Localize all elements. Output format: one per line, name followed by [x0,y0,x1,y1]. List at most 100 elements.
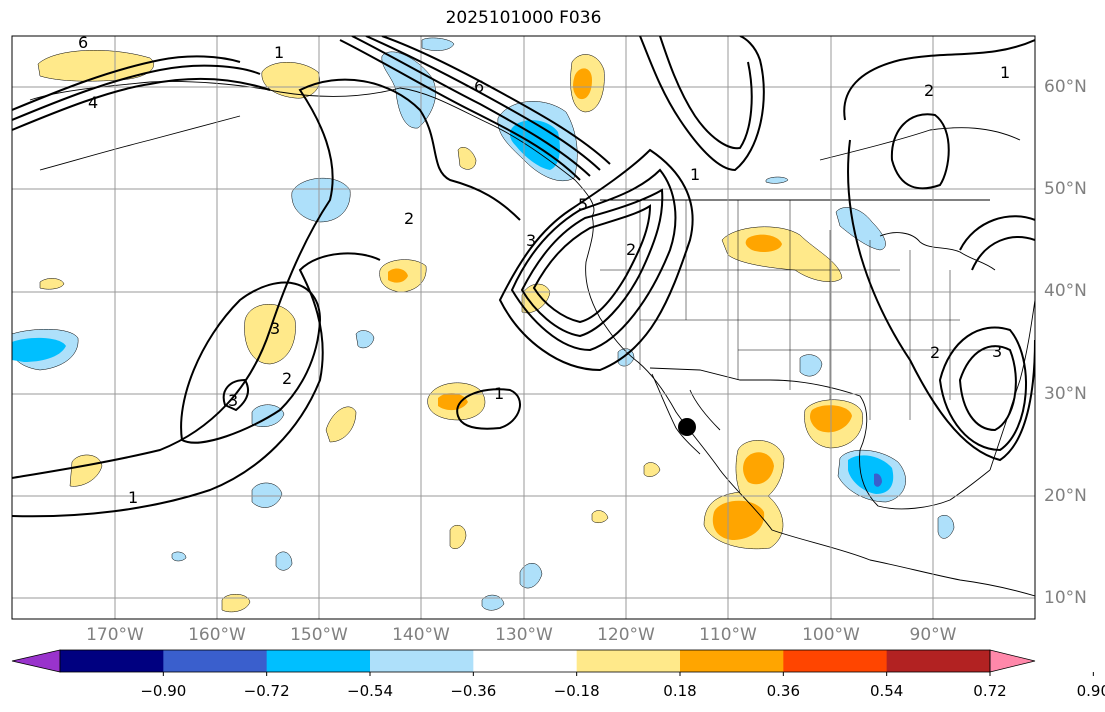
ridge-contours [639,36,765,172]
negative-anomaly-area [937,515,955,539]
latitude-label: 30°N [1044,384,1087,404]
colorbar-tick-label: −0.90 [140,682,187,700]
jet-contours [351,36,591,177]
contour-label: 2 [404,209,414,228]
contour-label: 3 [270,319,280,338]
colorbar-tick-label: 0.72 [973,682,1007,700]
east-low-contour [971,236,1035,271]
negative-anomaly-area [251,482,283,508]
jet-contours [365,36,601,171]
latitude-label: 60°N [1044,77,1087,97]
latitude-label: 20°N [1044,486,1087,506]
contour-label: 2 [924,81,934,100]
east-low-contour [843,39,1035,121]
longitude-label: 110°W [699,625,757,645]
negative-anomaly-area [275,551,293,571]
negative-anomaly-area [481,594,505,611]
contour-label: 3 [228,391,238,410]
contour-3-low [222,378,249,412]
map-frame [11,35,1036,620]
state-borders [600,200,1000,420]
negative-anomaly-area [355,330,375,349]
colorbar-segments [11,649,1036,673]
colorbar-tick-label: −0.54 [347,682,393,700]
graticule [12,36,1035,619]
contour-label: 1 [128,488,138,507]
ridge-contours [659,36,753,150]
negative-anomaly-area [171,551,187,562]
us-mexico-border [649,367,770,381]
jet-contours [339,39,581,181]
longitude-label: 150°W [290,625,348,645]
west-coast [585,215,1035,597]
latitude-label: 10°N [1044,588,1087,608]
contour-label: 1 [690,165,700,184]
positive-anomaly-area [591,510,609,523]
latitude-label: 50°N [1044,179,1087,199]
longitude-label: 140°W [392,625,450,645]
contour-1-midlat [456,388,521,430]
trough-contour-1 [498,148,694,372]
colorbar-tick-label: −0.36 [450,682,497,700]
longitude-label: 90°W [909,625,957,645]
negative-anomaly-strong [874,473,882,487]
negative-anomaly-area [765,176,789,184]
positive-anomaly-core [573,68,592,100]
colorbar-segment [163,650,268,672]
colorbar-outline [59,649,991,673]
positive-anomaly-area [457,147,477,170]
longitude-label: 120°W [597,625,655,645]
longitude-label: 160°W [188,625,246,645]
contour-label: 5 [578,195,588,214]
positive-anomaly-core [743,452,774,485]
longitude-label: 100°W [802,625,860,645]
positive-anomaly-area [449,524,467,549]
map-panel: 1 1 1 1 1 2 2 2 2 2 3 3 3 3 4 5 6 6 [11,33,1036,620]
map-title: 2025101000 F036 [445,8,602,28]
alaska-low-contours [12,77,271,131]
contour-label: 6 [78,33,88,52]
colorbar-segment [370,650,474,672]
contour-label: 1 [494,384,504,403]
east-low-contour [938,326,1027,452]
east-low-contour [958,345,1017,432]
colorbar-extend-max [989,649,1036,673]
colorbar-segment [266,650,371,672]
contour-label: 3 [526,231,536,250]
contour-label: 3 [992,342,1002,361]
positive-anomaly-area [643,462,661,477]
positive-anomaly-area [39,278,65,290]
contour-label-group: 1 1 1 1 1 2 2 2 2 2 3 3 3 3 4 5 6 6 [78,33,1010,507]
negative-anomaly-core [12,337,66,362]
contour-label: 6 [474,77,484,96]
trough-contour-4 [532,204,652,324]
positive-anomaly-core [712,500,765,540]
contour-label: 2 [282,369,292,388]
contour-2-low [180,281,322,444]
location-marker [678,418,696,436]
contour-label: 2 [930,343,940,362]
positive-anomaly-area [325,406,357,443]
contour-1-south [12,252,381,518]
contour-label: 1 [274,43,284,62]
east-low-contour [847,139,1035,462]
colorbar-segment [886,650,991,672]
alaska-low-contours [12,55,241,111]
aleutian-islands [39,115,241,171]
contour-label: 1 [1000,63,1010,82]
colorbar-tick-label: −0.72 [243,682,290,700]
alaska-coast [29,81,595,217]
longitude-label: 130°W [495,625,553,645]
colorbar [11,649,1094,676]
longitude-label: 170°W [86,625,144,645]
positive-anomaly-area [37,50,154,82]
east-low-contour [890,113,950,190]
positive-anomaly-core [388,268,408,283]
colorbar-tick-label: 0.18 [663,682,697,700]
colorbar-segment [60,650,164,672]
negative-anomaly-area [799,354,823,377]
jet-contours [381,36,611,165]
colorbar-segment [576,650,681,672]
colorbar-segment [473,650,578,672]
colorbar-tick-label: 0.54 [869,682,904,700]
